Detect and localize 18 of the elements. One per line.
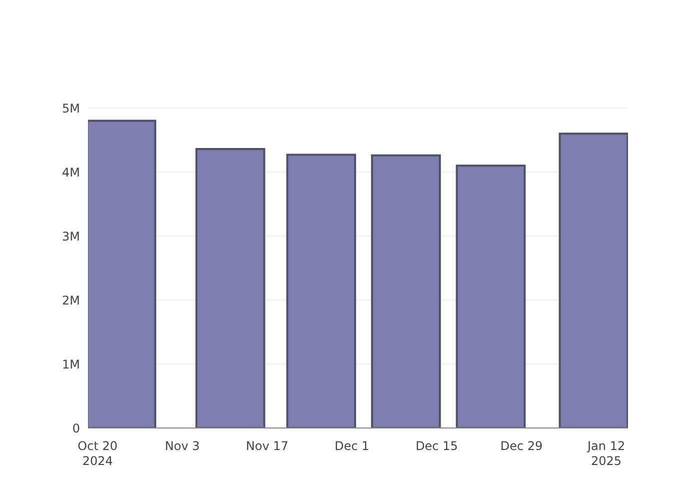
bar bbox=[286, 154, 356, 428]
x-tick-label: Oct 20 2024 bbox=[78, 439, 118, 468]
y-tick-label: 1M bbox=[62, 357, 80, 372]
x-tick-label: Dec 15 bbox=[416, 439, 458, 453]
y-tick-label: 2M bbox=[62, 293, 80, 308]
x-tick-label: Dec 29 bbox=[500, 439, 543, 453]
bar bbox=[558, 132, 628, 428]
x-tick-label: Dec 1 bbox=[334, 439, 370, 453]
y-tick-label: 4M bbox=[62, 165, 80, 180]
y-tick-label: 5M bbox=[62, 101, 80, 116]
y-tick-label: 0 bbox=[72, 421, 80, 436]
bar bbox=[456, 164, 526, 428]
bar bbox=[195, 148, 266, 428]
x-tick-label: Nov 17 bbox=[246, 439, 288, 453]
y-tick-label: 3M bbox=[62, 229, 80, 244]
x-tick-label: Jan 12 2025 bbox=[586, 439, 626, 468]
x-tick-label: Nov 3 bbox=[164, 439, 200, 453]
bar bbox=[371, 154, 441, 428]
